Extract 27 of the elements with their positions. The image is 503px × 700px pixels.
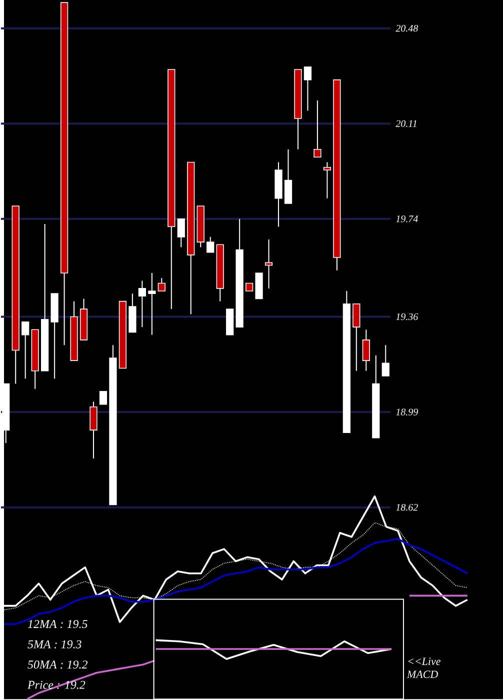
y-tick-label: 19.36 [396, 313, 418, 320]
y-tick-label: 18.62 [396, 504, 418, 511]
annotation: 50MA : 19.2 [28, 660, 88, 669]
y-tick-label: 18.99 [396, 408, 418, 416]
y-tick-label: 20.11 [396, 120, 416, 128]
annotation: 5MA : 19.3 [28, 640, 82, 648]
annotation: <<Live MACD [406, 658, 440, 678]
candlestick [138, 280, 146, 328]
candlestick [90, 401, 98, 459]
candlestick [304, 66, 312, 112]
candlestick [148, 272, 156, 336]
y-tick-label: 19.74 [396, 216, 418, 222]
candlestick [284, 148, 292, 204]
candlestick [352, 303, 360, 372]
candlestick [99, 391, 107, 405]
annotation: Price : 19.2 [27, 680, 85, 689]
candlestick [323, 162, 331, 199]
candlestick [382, 344, 390, 376]
candlestick [177, 218, 185, 248]
candlestick [158, 278, 166, 292]
annotation: 12MA : 19.5 [28, 620, 88, 628]
candlestick [264, 239, 272, 289]
candlestick [206, 236, 214, 253]
candlestick [21, 321, 29, 380]
candlestick [362, 329, 370, 372]
y-tick-label: 20.48 [396, 24, 418, 32]
candlestick [313, 100, 322, 158]
